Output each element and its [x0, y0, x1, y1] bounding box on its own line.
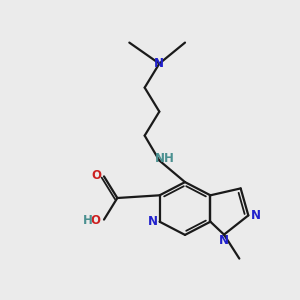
Text: NH: NH: [155, 152, 175, 165]
Text: N: N: [251, 209, 261, 222]
Text: O: O: [92, 169, 102, 182]
Text: N: N: [219, 233, 229, 247]
Text: N: N: [154, 57, 164, 70]
Text: H: H: [82, 214, 92, 227]
Text: O: O: [90, 214, 100, 227]
Text: N: N: [148, 215, 158, 228]
